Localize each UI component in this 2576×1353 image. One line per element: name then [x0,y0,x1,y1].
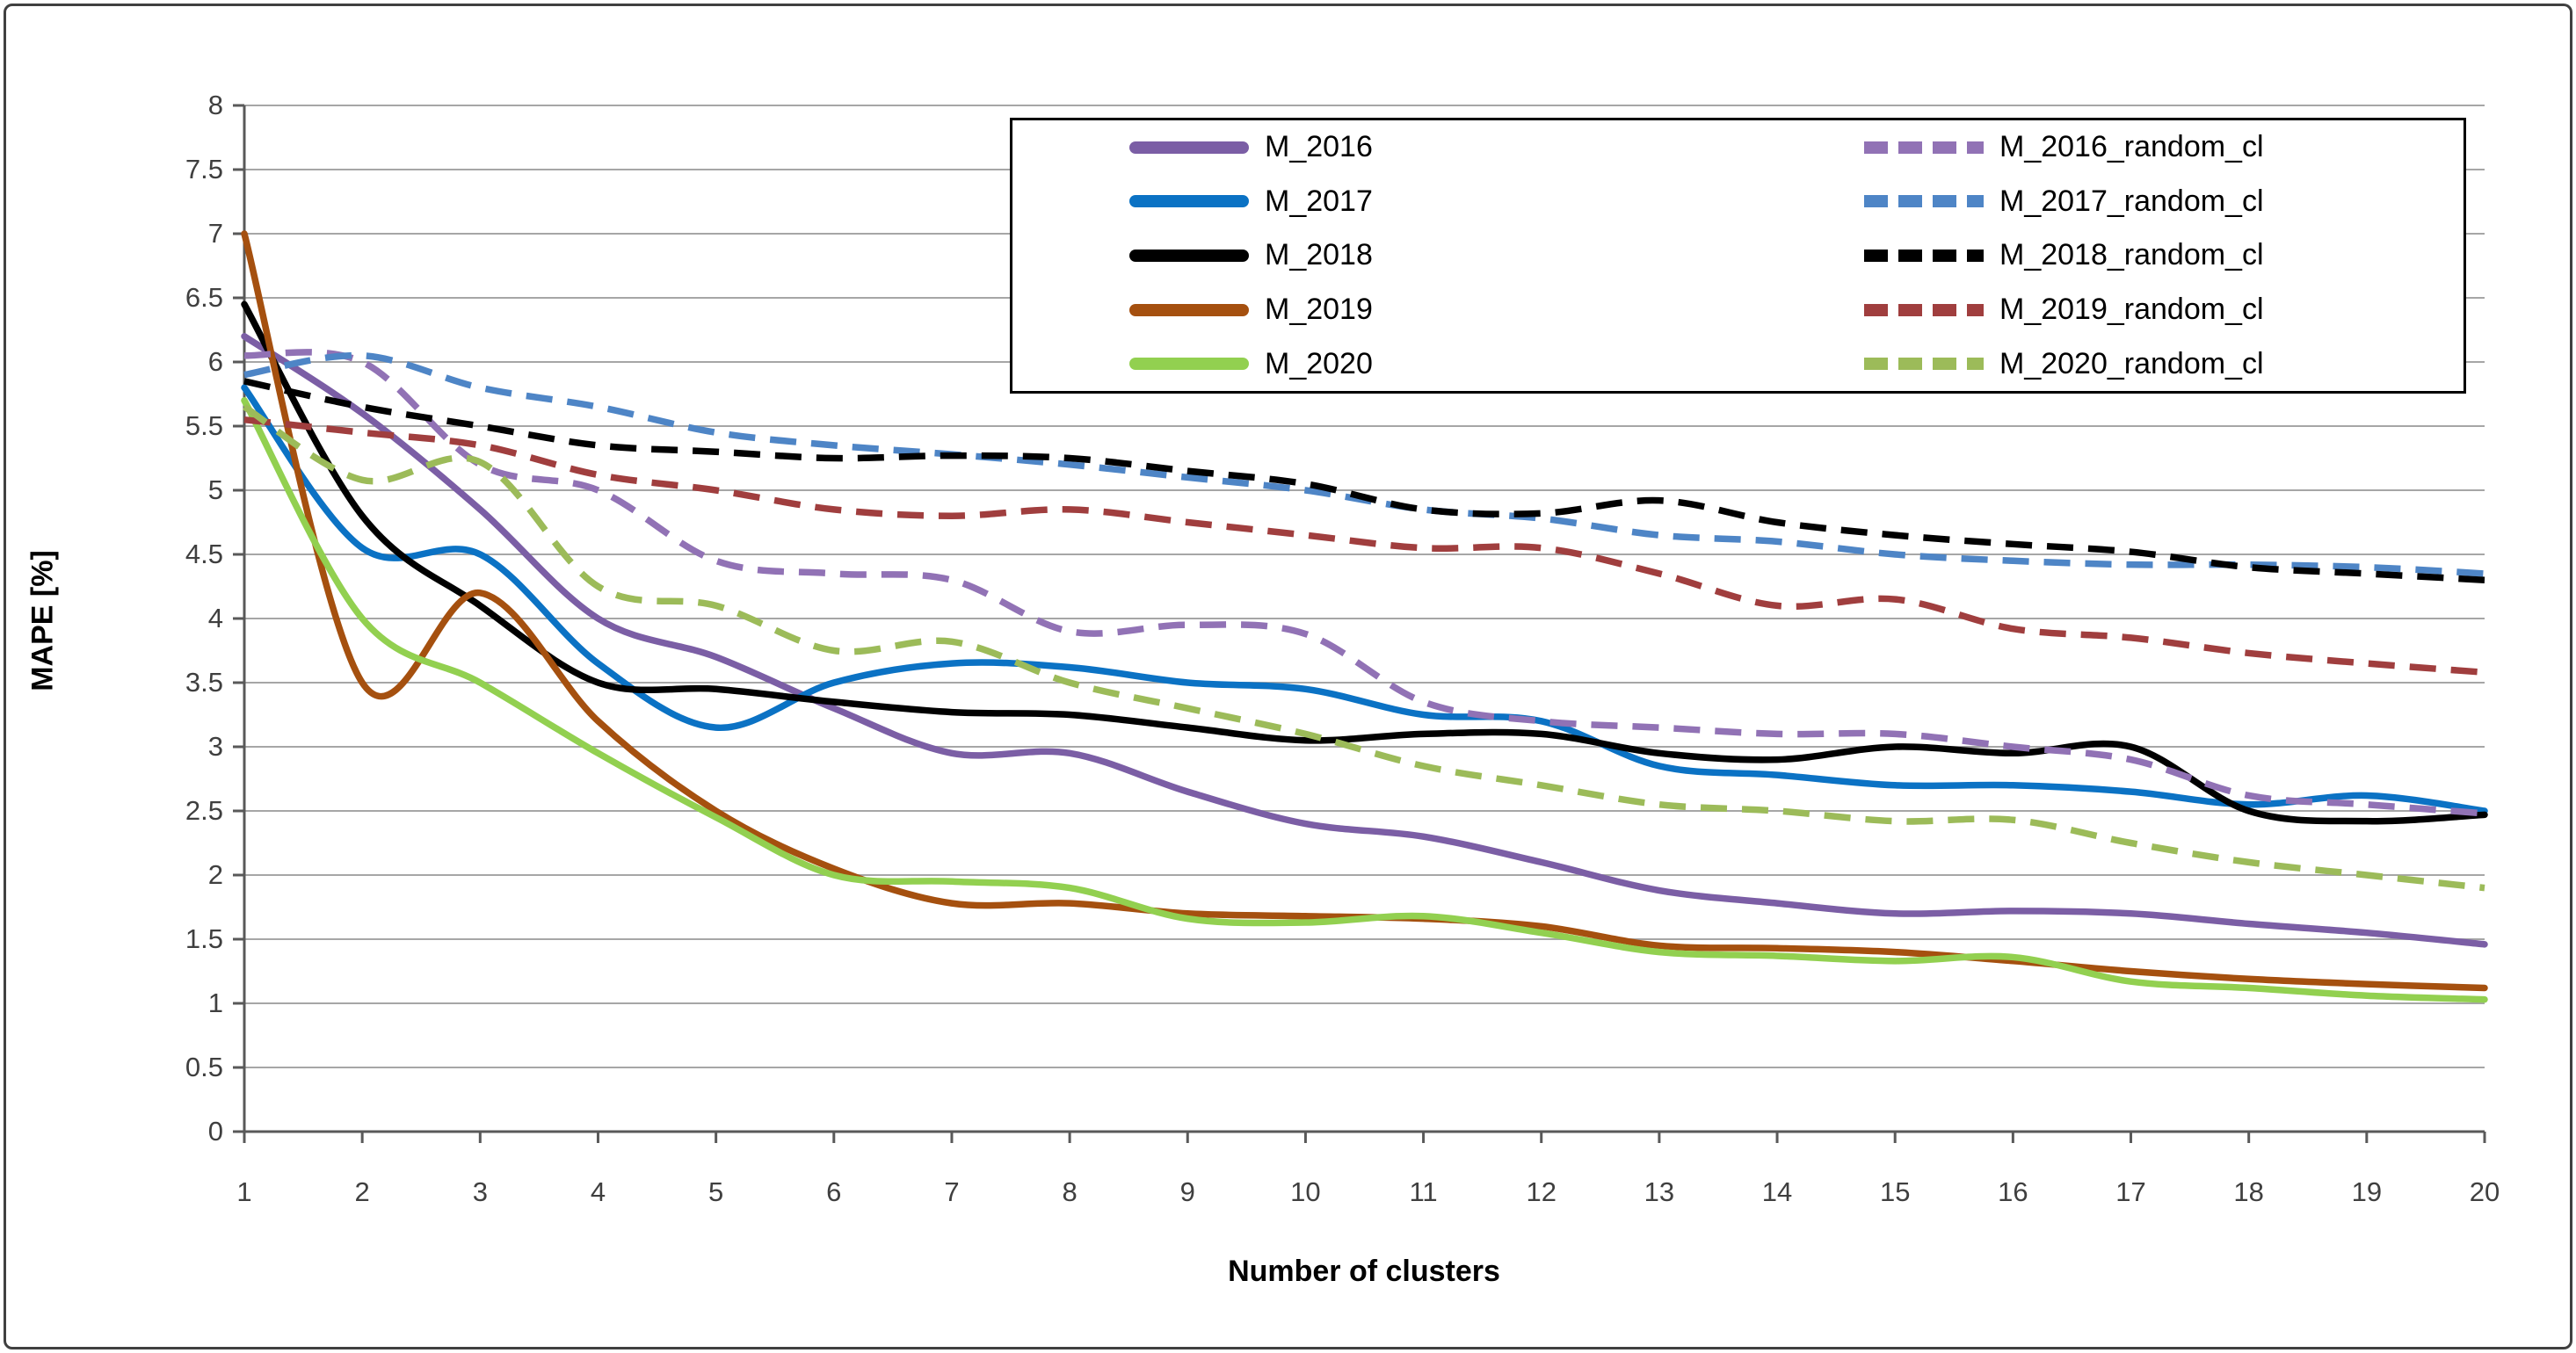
x-tick-label-3: 3 [472,1176,488,1207]
y-tick-label-2: 2 [207,859,223,890]
x-tick-label-11: 11 [1409,1176,1438,1207]
legend-swatch-M_2017 [1129,195,1249,208]
legend-label-M_2017_random_cl: M_2017_random_cl [1999,184,2264,218]
y-tick-label-7: 7 [207,218,223,249]
legend-label-M_2020_random_cl: M_2020_random_cl [1999,346,2264,380]
y-tick-label-3: 3 [207,731,223,762]
series-line-M_2018_random_cl [243,378,2485,583]
y-tick-label-4: 4 [207,603,223,633]
legend-swatch-M_2020 [1129,358,1249,371]
legend-swatch-M_2017_random_cl [1864,195,1984,208]
y-tick-label-1.5: 1.5 [185,923,223,954]
legend-label-M_2018: M_2018 [1265,238,1373,272]
x-tick-label-8: 8 [1062,1176,1078,1207]
x-tick-label-16: 16 [1998,1176,2028,1207]
series-line-M_2019 [241,230,2488,992]
y-tick-label-4.5: 4.5 [185,539,223,569]
legend-label-M_2017: M_2017 [1265,184,1373,218]
x-tick-label-19: 19 [2351,1176,2383,1207]
legend-swatch-M_2018_random_cl [1864,249,1984,262]
legend-item-M_2017: M_2017 [1129,176,1373,227]
legend-label-M_2018_random_cl: M_2018_random_cl [1999,238,2264,272]
legend-swatch-M_2018 [1129,249,1249,262]
y-tick-label-5.5: 5.5 [185,410,223,441]
legend-label-M_2016: M_2016 [1265,130,1373,164]
x-tick-label-15: 15 [1879,1176,1911,1207]
legend: M_2016 M_2017 M_2018 M_2019 M_2020 M_2016_ra… [1010,118,2466,394]
legend-item-M_2016: M_2016 [1129,122,1373,173]
legend-swatch-M_2020_random_cl [1864,358,1984,371]
x-tick-label-6: 6 [826,1176,842,1207]
legend-item-M_2020: M_2020 [1129,338,1373,389]
legend-item-M_2016_random_cl: M_2016_random_cl [1864,122,2264,173]
y-tick-label-8: 8 [207,90,223,120]
x-tick-label-20: 20 [2469,1176,2500,1207]
x-tick-label-12: 12 [1526,1176,1556,1207]
y-tick-label-6.5: 6.5 [185,282,223,313]
x-tick-label-18: 18 [2233,1176,2264,1207]
legend-swatch-M_2019_random_cl [1864,303,1984,316]
legend-label-M_2019: M_2019 [1265,293,1373,327]
y-tick-label-1: 1 [207,988,223,1018]
x-tick-label-9: 9 [1179,1176,1195,1207]
legend-label-M_2016_random_cl: M_2016_random_cl [1999,130,2264,164]
x-tick-label-1: 1 [236,1176,252,1207]
x-tick-label-14: 14 [1761,1176,1793,1207]
legend-label-M_2019_random_cl: M_2019_random_cl [1999,293,2264,327]
x-tick-label-17: 17 [2115,1176,2146,1207]
legend-label-M_2020: M_2020 [1265,346,1373,380]
legend-item-M_2018: M_2018 [1129,230,1373,281]
series-line-M_2016 [241,333,2488,948]
series-line-M_2018 [241,300,2488,825]
legend-item-M_2020_random_cl: M_2020_random_cl [1864,338,2264,389]
y-tick-label-5: 5 [207,474,223,505]
legend-swatch-M_2016 [1129,141,1249,154]
legend-item-M_2019_random_cl: M_2019_random_cl [1864,285,2264,336]
x-tick-label-2: 2 [354,1176,370,1207]
legend-item-M_2019: M_2019 [1129,285,1373,336]
y-tick-label-6: 6 [207,346,223,377]
y-tick-label-2.5: 2.5 [185,795,223,826]
x-axis-title: Number of clusters [1228,1255,1500,1288]
legend-swatch-M_2019 [1129,303,1249,316]
legend-column-solid: M_2016 M_2017 M_2018 M_2019 M_2020 [1129,120,1373,391]
legend-item-M_2018_random_cl: M_2018_random_cl [1864,230,2264,281]
legend-item-M_2017_random_cl: M_2017_random_cl [1864,176,2264,227]
series-line-M_2019_random_cl [243,416,2485,676]
y-tick-label-0.5: 0.5 [185,1052,223,1082]
series-line-M_2016_random_cl [243,349,2485,817]
y-tick-label-3.5: 3.5 [185,667,223,698]
y-tick-label-7.5: 7.5 [185,154,223,184]
legend-swatch-M_2016_random_cl [1864,141,1984,154]
series-line-M_2020_random_cl [242,403,2485,892]
series-line-M_2017 [241,384,2488,814]
x-tick-label-10: 10 [1290,1176,1321,1207]
x-tick-label-7: 7 [944,1176,960,1207]
series-line-M_2020 [241,397,2488,1003]
legend-column-dashed: M_2016_random_cl M_2017_random_cl M_2018_r… [1864,120,2264,391]
y-tick-label-0: 0 [207,1116,223,1147]
x-tick-label-4: 4 [590,1176,606,1207]
x-tick-label-5: 5 [708,1176,724,1207]
x-tick-label-13: 13 [1644,1176,1675,1207]
y-axis-title: MAPE [%] [25,550,60,691]
